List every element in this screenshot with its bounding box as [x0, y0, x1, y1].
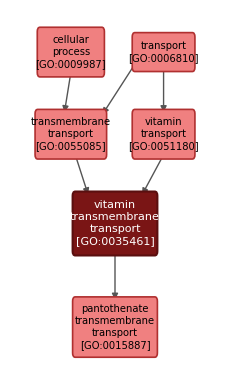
FancyBboxPatch shape — [37, 27, 104, 77]
Text: transport
[GO:0006810]: transport [GO:0006810] — [128, 41, 198, 63]
Text: transmembrane
transport
[GO:0055085]: transmembrane transport [GO:0055085] — [31, 117, 110, 151]
FancyBboxPatch shape — [72, 297, 157, 357]
Text: vitamin
transport
[GO:0051180]: vitamin transport [GO:0051180] — [128, 117, 198, 151]
FancyBboxPatch shape — [132, 109, 194, 159]
Text: cellular
process
[GO:0009987]: cellular process [GO:0009987] — [35, 35, 106, 69]
FancyBboxPatch shape — [72, 192, 157, 256]
Text: vitamin
transmembrane
transport
[GO:0035461]: vitamin transmembrane transport [GO:0035… — [70, 201, 159, 247]
FancyBboxPatch shape — [35, 109, 106, 159]
Text: pantothenate
transmembrane
transport
[GO:0015887]: pantothenate transmembrane transport [GO… — [75, 304, 154, 350]
FancyBboxPatch shape — [132, 33, 194, 71]
